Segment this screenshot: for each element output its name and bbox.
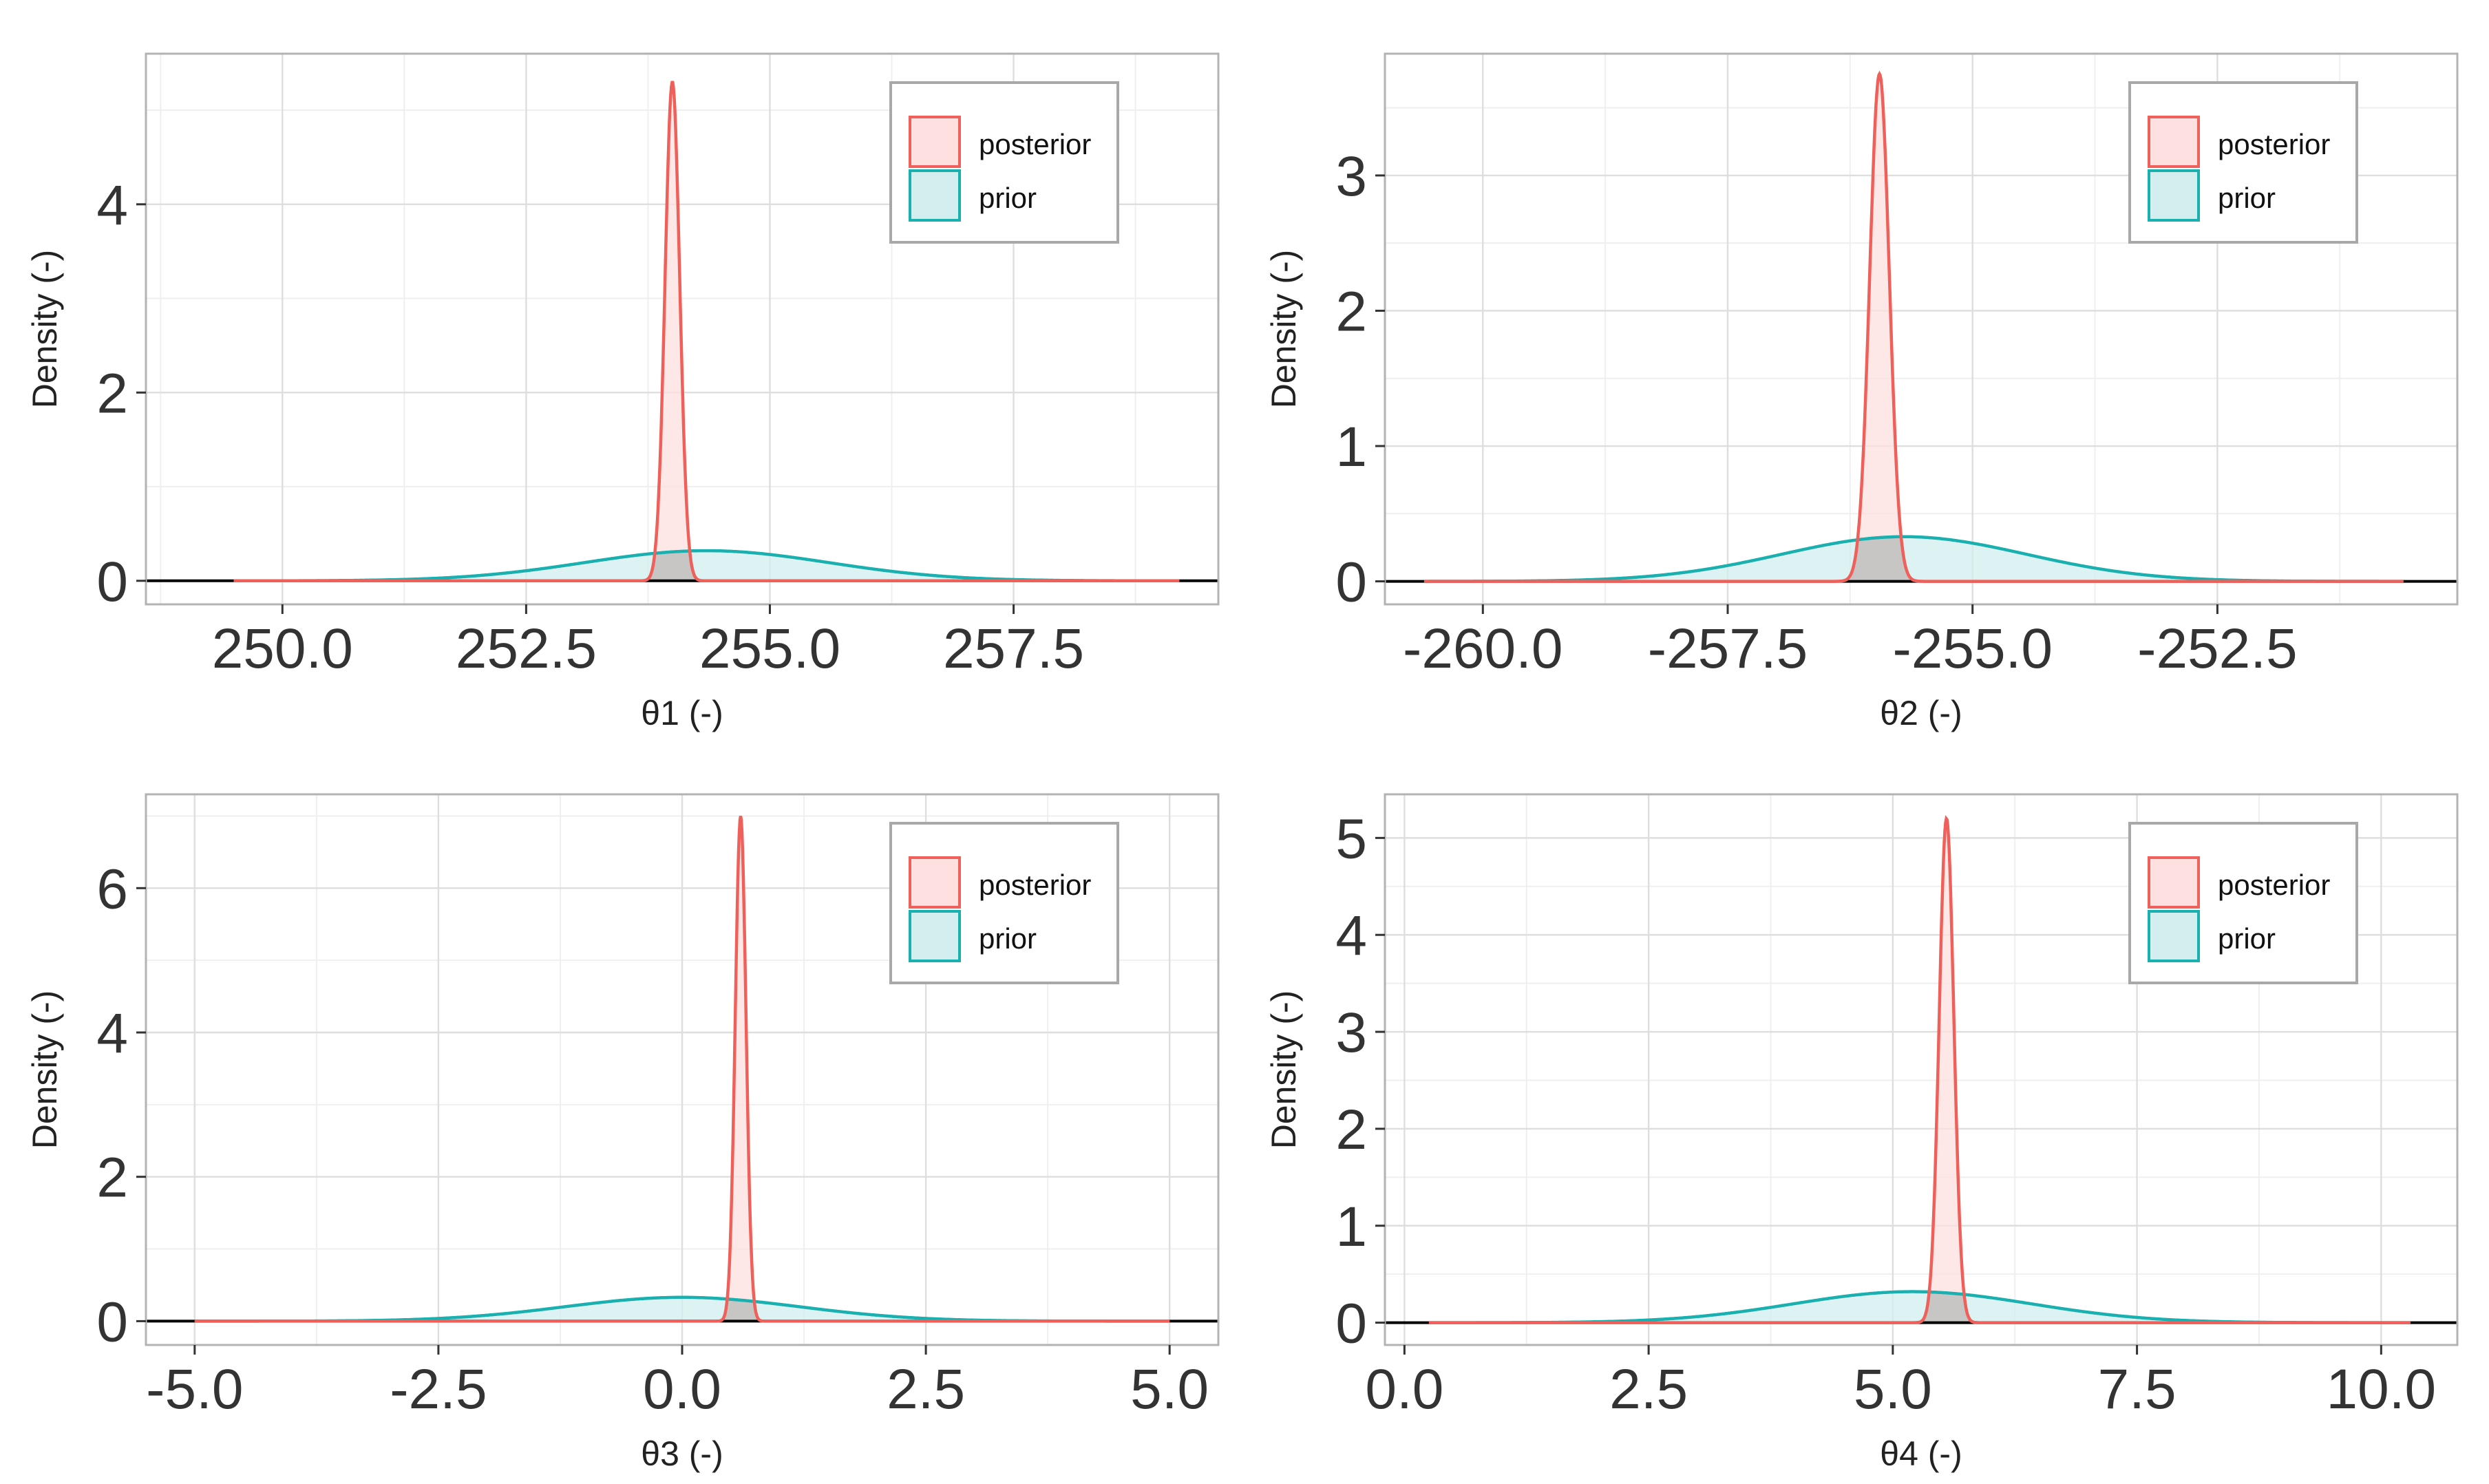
y-tick-label: 6 [96, 858, 128, 920]
legend-key-posterior [2148, 856, 2200, 909]
prior-area [1428, 1291, 2411, 1323]
y-tick-label: 1 [1335, 416, 1367, 478]
posterior-curve [194, 816, 1170, 1323]
x-tick-label: 5.0 [1130, 1358, 1209, 1421]
legend-label-posterior: posterior [979, 128, 1091, 160]
x-axis-title: θ1 (-) [641, 694, 723, 732]
legend-key-prior [909, 169, 961, 222]
x-axis-title: θ2 (-) [1880, 694, 1962, 732]
posterior-curve [1423, 70, 2404, 583]
posterior-curve [1428, 815, 2411, 1324]
legend-key-prior [909, 910, 961, 962]
x-tick-label: -257.5 [1648, 617, 1808, 680]
y-axis-title: Density (-) [1264, 990, 1303, 1149]
legend-label-prior: prior [979, 182, 1037, 214]
x-tick-label: 2.5 [887, 1358, 965, 1421]
legend: posterior prior [2128, 822, 2358, 984]
prior-area [233, 551, 1180, 581]
x-tick-label: -2.5 [390, 1358, 487, 1421]
posterior-curve [233, 81, 1180, 583]
legend: posterior prior [889, 822, 1119, 984]
panel-theta1: 250.0 252.5 255.0 257.5 0 2 4 θ1 (-) Density (… [25, 52, 1220, 732]
x-axis-title: θ3 (-) [641, 1434, 723, 1473]
y-tick-label: 4 [1335, 904, 1367, 967]
legend-key-posterior [909, 116, 961, 168]
panel-border [1384, 52, 2459, 606]
y-tick-label: 4 [96, 1002, 128, 1065]
x-tick-label: 5.0 [1854, 1358, 1932, 1421]
legend-key-prior [2148, 910, 2200, 962]
y-tick-label: 0 [96, 1291, 128, 1353]
x-tick-label: 2.5 [1609, 1358, 1688, 1421]
x-axis-title: θ4 (-) [1880, 1434, 1962, 1473]
y-axis-title: Density (-) [25, 250, 64, 409]
panel-theta3: -5.0 -2.5 0.0 2.5 5.0 0 2 4 6 θ3 (-) Density (-)… [25, 793, 1220, 1473]
x-tick-label: 250.0 [212, 617, 353, 680]
y-tick-label: 5 [1335, 807, 1367, 870]
x-tick-label: -5.0 [146, 1358, 243, 1421]
legend-label-prior: prior [2218, 182, 2276, 214]
y-tick-label: 0 [96, 551, 128, 613]
y-tick-label: 4 [96, 174, 128, 237]
y-tick-label: 2 [96, 362, 128, 425]
panel-theta4: 0.0 2.5 5.0 7.5 10.0 0 1 2 3 4 5 θ4 (-) Density (-… [1264, 793, 2459, 1473]
prior-area [194, 1297, 1170, 1322]
x-tick-label: 252.5 [456, 617, 597, 680]
legend-label-posterior: posterior [2218, 869, 2330, 901]
legend-label-posterior: posterior [979, 869, 1091, 901]
legend-key-posterior [909, 856, 961, 909]
legend-label-prior: prior [2218, 922, 2276, 955]
x-tick-label: -260.0 [1403, 617, 1563, 680]
legend-key-prior [2148, 169, 2200, 222]
x-tick-label: 0.0 [1365, 1358, 1443, 1421]
legend-label-prior: prior [979, 922, 1037, 955]
x-tick-label: 255.0 [699, 617, 840, 680]
y-tick-label: 2 [1335, 1099, 1367, 1161]
x-tick-label: -252.5 [2137, 617, 2298, 680]
panel-theta2: -260.0 -257.5 -255.0 -252.5 0 1 2 3 θ2 (-) Dens… [1264, 52, 2459, 732]
panel-border [1384, 793, 2459, 1346]
x-tick-label: 10.0 [2327, 1358, 2437, 1421]
x-tick-label: -255.0 [1892, 617, 2053, 680]
x-tick-label: 0.0 [643, 1358, 721, 1421]
x-tick-label: 257.5 [943, 617, 1084, 680]
prior-area [1423, 536, 2404, 582]
y-tick-label: 3 [1335, 145, 1367, 208]
legend-label-posterior: posterior [2218, 128, 2330, 160]
y-tick-label: 3 [1335, 1001, 1367, 1064]
x-tick-label: 7.5 [2098, 1358, 2176, 1421]
y-tick-label: 2 [96, 1147, 128, 1209]
panel-border [145, 52, 1220, 606]
y-tick-label: 1 [1335, 1196, 1367, 1258]
legend: posterior prior [889, 81, 1119, 244]
y-axis-title: Density (-) [25, 990, 64, 1149]
y-tick-label: 0 [1335, 551, 1367, 614]
y-tick-label: 2 [1335, 280, 1367, 343]
legend-key-posterior [2148, 116, 2200, 168]
legend: posterior prior [2128, 81, 2358, 244]
y-axis-title: Density (-) [1264, 250, 1303, 409]
y-tick-label: 0 [1335, 1293, 1367, 1355]
